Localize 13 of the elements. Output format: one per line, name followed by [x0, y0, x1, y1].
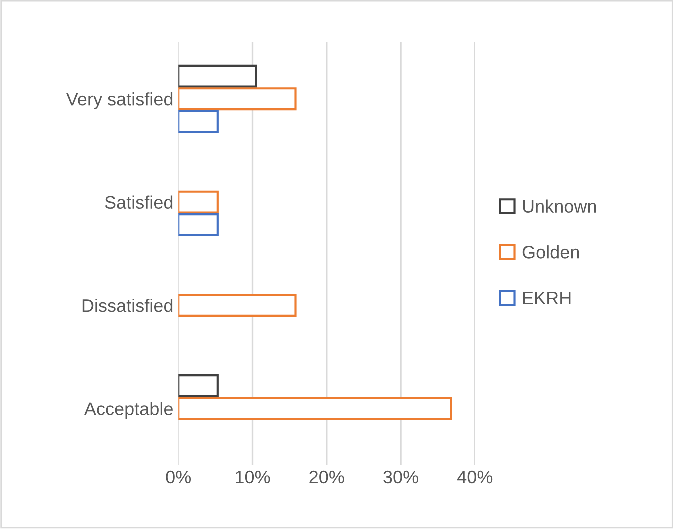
- y-tick-label: Very satisfied: [66, 92, 173, 110]
- legend-label: Golden: [522, 246, 580, 259]
- legend-label: Unknown: [523, 200, 596, 213]
- y-tick-label: Dissatisfied: [82, 298, 173, 312]
- x-tick-label: 30%: [384, 470, 418, 484]
- bar: [178, 294, 297, 318]
- x-tick-label: 20%: [310, 470, 344, 484]
- x-tick-label: 40%: [458, 470, 493, 484]
- x-tick-label: 10%: [236, 470, 270, 484]
- y-tick-label: Satisfied: [105, 196, 173, 210]
- y-tick-label: Acceptable: [84, 402, 173, 420]
- x-tick-label: 0%: [166, 470, 192, 484]
- legend-label: EKRH: [523, 292, 571, 304]
